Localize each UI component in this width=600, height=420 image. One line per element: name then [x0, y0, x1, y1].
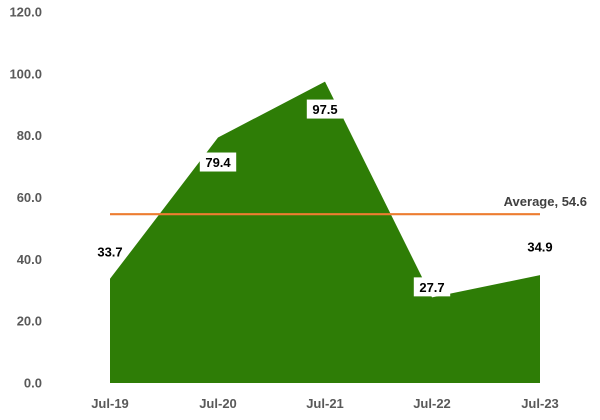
data-label: 97.5	[312, 102, 337, 117]
x-tick-label: Jul-23	[521, 396, 559, 411]
y-tick-label: 0.0	[24, 376, 42, 391]
x-tick-label: Jul-19	[91, 396, 129, 411]
data-label-background	[199, 152, 237, 172]
y-tick-label: 100.0	[9, 66, 42, 81]
y-tick-label: 40.0	[17, 252, 42, 267]
data-label: 27.7	[419, 280, 444, 295]
plot-area: Average, 54.6	[110, 81, 587, 383]
y-tick-label: 80.0	[17, 128, 42, 143]
data-label-background	[306, 99, 344, 119]
data-label-background	[413, 277, 451, 297]
y-tick-label: 120.0	[9, 5, 42, 20]
x-tick-label: Jul-21	[306, 396, 344, 411]
data-label: 79.4	[205, 155, 231, 170]
y-axis-ticks: 0.0 20.0 40.0 60.0 80.0 100.0 120.0	[9, 5, 42, 391]
x-axis-ticks: Jul-19 Jul-20 Jul-21 Jul-22 Jul-23	[91, 396, 559, 411]
y-tick-label: 60.0	[17, 190, 42, 205]
data-labels: 33.7 79.4 97.5 27.7 34.9	[97, 99, 553, 297]
average-label: Average, 54.6	[504, 194, 587, 209]
x-tick-label: Jul-22	[413, 396, 451, 411]
data-label: 34.9	[527, 240, 552, 255]
x-tick-label: Jul-20	[199, 396, 237, 411]
data-label: 33.7	[97, 244, 122, 259]
y-tick-label: 20.0	[17, 314, 42, 329]
area-series	[110, 81, 540, 383]
